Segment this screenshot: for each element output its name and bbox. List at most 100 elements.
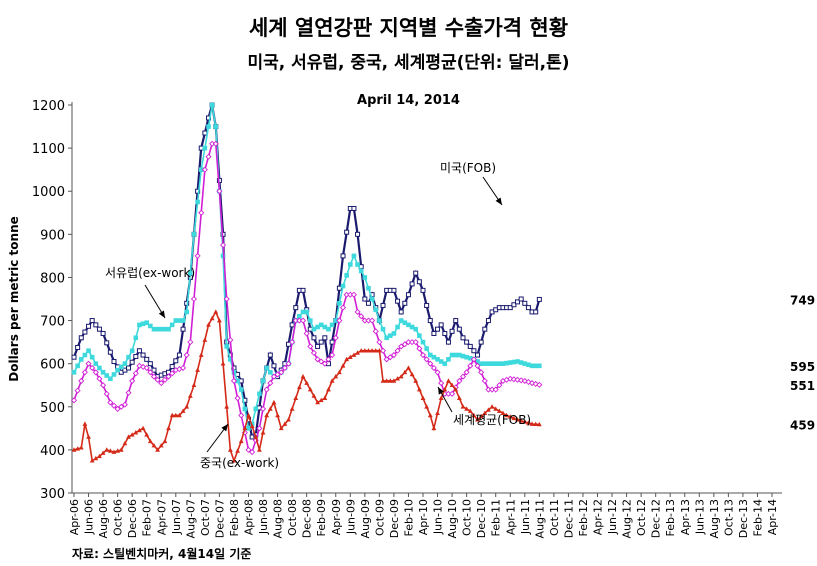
data-point xyxy=(140,425,146,431)
data-point xyxy=(289,322,295,328)
data-point xyxy=(475,417,480,422)
data-point xyxy=(129,348,135,354)
x-tick-label: Apr-12 xyxy=(592,499,605,535)
data-point xyxy=(195,367,201,372)
data-point xyxy=(347,262,353,267)
x-tick-label: Feb-08 xyxy=(228,499,241,536)
y-tick-label: 800 xyxy=(40,271,65,286)
x-tick-label: Aug-07 xyxy=(184,499,197,538)
data-point xyxy=(536,421,542,427)
data-point xyxy=(289,406,295,411)
data-point xyxy=(82,329,88,335)
data-point xyxy=(224,344,229,349)
data-point xyxy=(257,391,262,397)
data-point xyxy=(242,406,248,412)
data-point xyxy=(402,320,408,326)
data-point xyxy=(369,317,376,324)
data-point xyxy=(191,382,197,388)
data-point xyxy=(471,348,477,354)
data-point xyxy=(482,326,488,332)
data-point xyxy=(438,395,444,400)
data-point xyxy=(482,410,488,416)
data-point xyxy=(97,365,102,371)
data-point xyxy=(151,367,157,373)
data-point xyxy=(103,390,110,397)
data-point xyxy=(100,369,106,375)
data-point xyxy=(515,417,520,422)
data-point xyxy=(419,352,427,359)
data-point xyxy=(322,324,328,330)
data-point xyxy=(275,412,280,418)
data-point xyxy=(220,361,226,366)
data-point xyxy=(75,446,81,451)
data-point xyxy=(464,406,470,411)
data-point xyxy=(365,300,371,306)
data-point xyxy=(230,377,237,384)
data-point xyxy=(449,382,455,388)
data-point xyxy=(108,376,113,382)
data-point xyxy=(344,229,350,235)
x-tick-label: Apr-10 xyxy=(417,499,430,535)
data-point xyxy=(267,380,274,387)
data-point xyxy=(169,412,175,418)
data-point xyxy=(133,430,139,435)
data-point xyxy=(100,450,106,455)
data-point xyxy=(133,353,139,359)
x-tick-label: Oct-13 xyxy=(722,499,735,536)
data-point xyxy=(511,302,517,308)
data-point xyxy=(180,364,187,372)
data-point xyxy=(496,382,503,389)
annotation-arrowhead xyxy=(438,387,445,395)
data-point xyxy=(158,326,164,332)
data-point xyxy=(470,356,477,363)
data-point xyxy=(176,352,182,358)
data-point xyxy=(166,326,171,332)
data-point xyxy=(75,363,80,369)
data-point xyxy=(431,354,437,360)
data-point xyxy=(143,364,150,372)
annotation-label: 서유럽(ex-work) xyxy=(105,266,195,280)
data-point xyxy=(500,361,506,366)
data-point xyxy=(264,365,269,371)
x-tick-label: Jun-11 xyxy=(519,499,532,535)
data-point xyxy=(427,360,434,367)
data-point xyxy=(144,356,150,362)
data-point xyxy=(216,188,223,195)
data-point xyxy=(297,313,302,319)
data-point xyxy=(268,369,273,375)
data-point xyxy=(395,324,400,330)
data-point xyxy=(82,352,88,358)
data-point xyxy=(318,397,324,403)
data-point xyxy=(97,453,102,459)
data-point xyxy=(121,401,128,408)
data-point xyxy=(478,413,484,419)
data-point xyxy=(78,357,84,362)
data-point xyxy=(78,445,84,450)
data-point xyxy=(329,352,336,359)
data-point xyxy=(114,405,121,412)
data-point xyxy=(471,412,477,418)
x-tick-label: Dec-09 xyxy=(388,499,401,538)
data-point xyxy=(253,406,259,412)
data-point xyxy=(162,326,168,332)
data-point xyxy=(395,376,400,381)
data-point xyxy=(518,418,524,423)
data-point xyxy=(129,359,135,365)
x-tick-label: Jun-08 xyxy=(257,499,270,535)
series-line-2 xyxy=(73,143,540,454)
data-point xyxy=(81,369,88,376)
x-tick-label: Oct-10 xyxy=(461,499,474,536)
data-point xyxy=(398,318,404,323)
data-point xyxy=(518,377,525,384)
data-point xyxy=(270,373,277,380)
data-point xyxy=(391,378,397,383)
x-tick-label: Jun-12 xyxy=(606,499,619,535)
data-point xyxy=(132,370,139,377)
data-point xyxy=(333,318,339,323)
data-point xyxy=(285,360,292,367)
data-point xyxy=(140,321,146,327)
data-point xyxy=(507,414,513,419)
x-tick-label: Feb-13 xyxy=(664,499,677,536)
data-point xyxy=(296,384,302,390)
data-point xyxy=(202,145,208,151)
